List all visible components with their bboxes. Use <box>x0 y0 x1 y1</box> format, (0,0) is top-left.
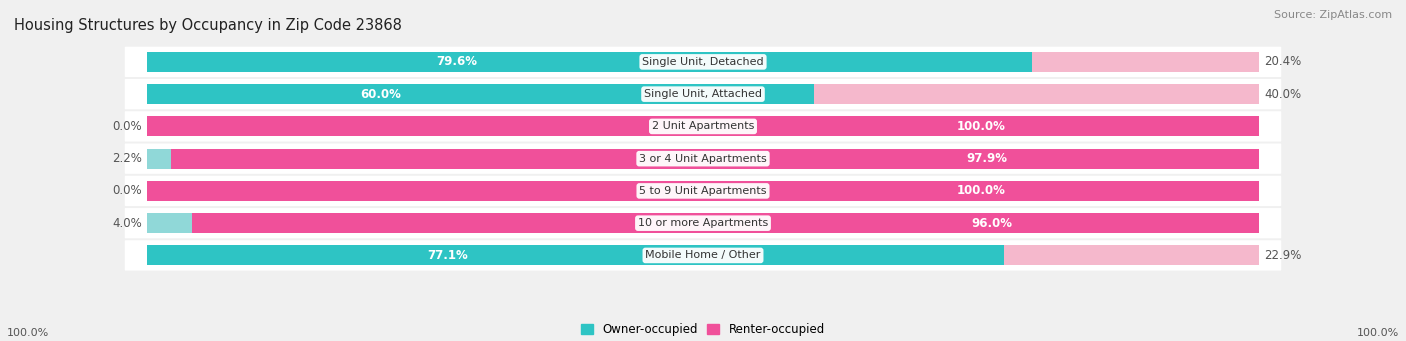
Text: Housing Structures by Occupancy in Zip Code 23868: Housing Structures by Occupancy in Zip C… <box>14 18 402 33</box>
Bar <box>148 52 1032 72</box>
FancyBboxPatch shape <box>125 208 1281 238</box>
Bar <box>148 213 191 233</box>
Text: 22.9%: 22.9% <box>1264 249 1302 262</box>
Text: 0.0%: 0.0% <box>112 120 142 133</box>
FancyBboxPatch shape <box>125 144 1281 174</box>
Text: 77.1%: 77.1% <box>427 249 468 262</box>
Bar <box>148 246 1004 265</box>
Bar <box>148 116 1258 136</box>
Bar <box>148 181 1258 201</box>
Text: 3 or 4 Unit Apartments: 3 or 4 Unit Apartments <box>640 154 766 164</box>
Bar <box>170 149 1258 169</box>
Text: 100.0%: 100.0% <box>1357 328 1399 338</box>
FancyBboxPatch shape <box>125 47 1281 77</box>
Text: Mobile Home / Other: Mobile Home / Other <box>645 250 761 261</box>
Bar <box>148 84 814 104</box>
Text: Single Unit, Attached: Single Unit, Attached <box>644 89 762 99</box>
Bar <box>814 84 1258 104</box>
Text: 20.4%: 20.4% <box>1264 55 1302 69</box>
Text: 97.9%: 97.9% <box>966 152 1007 165</box>
Text: 5 to 9 Unit Apartments: 5 to 9 Unit Apartments <box>640 186 766 196</box>
FancyBboxPatch shape <box>125 176 1281 206</box>
Text: 79.6%: 79.6% <box>436 55 478 69</box>
Text: 100.0%: 100.0% <box>956 120 1005 133</box>
Text: 40.0%: 40.0% <box>1264 88 1302 101</box>
Text: 96.0%: 96.0% <box>972 217 1012 230</box>
Bar <box>1032 52 1258 72</box>
Text: 60.0%: 60.0% <box>360 88 401 101</box>
Text: 10 or more Apartments: 10 or more Apartments <box>638 218 768 228</box>
FancyBboxPatch shape <box>125 111 1281 142</box>
FancyBboxPatch shape <box>125 79 1281 109</box>
Text: 2.2%: 2.2% <box>112 152 142 165</box>
Text: Source: ZipAtlas.com: Source: ZipAtlas.com <box>1274 10 1392 20</box>
Text: 2 Unit Apartments: 2 Unit Apartments <box>652 121 754 131</box>
Text: 100.0%: 100.0% <box>956 184 1005 197</box>
Text: 100.0%: 100.0% <box>7 328 49 338</box>
Bar <box>191 213 1258 233</box>
Text: Single Unit, Detached: Single Unit, Detached <box>643 57 763 67</box>
FancyBboxPatch shape <box>125 240 1281 271</box>
Text: 4.0%: 4.0% <box>112 217 142 230</box>
Bar <box>148 149 172 169</box>
Bar <box>1004 246 1258 265</box>
Legend: Owner-occupied, Renter-occupied: Owner-occupied, Renter-occupied <box>576 318 830 341</box>
Text: 0.0%: 0.0% <box>112 184 142 197</box>
